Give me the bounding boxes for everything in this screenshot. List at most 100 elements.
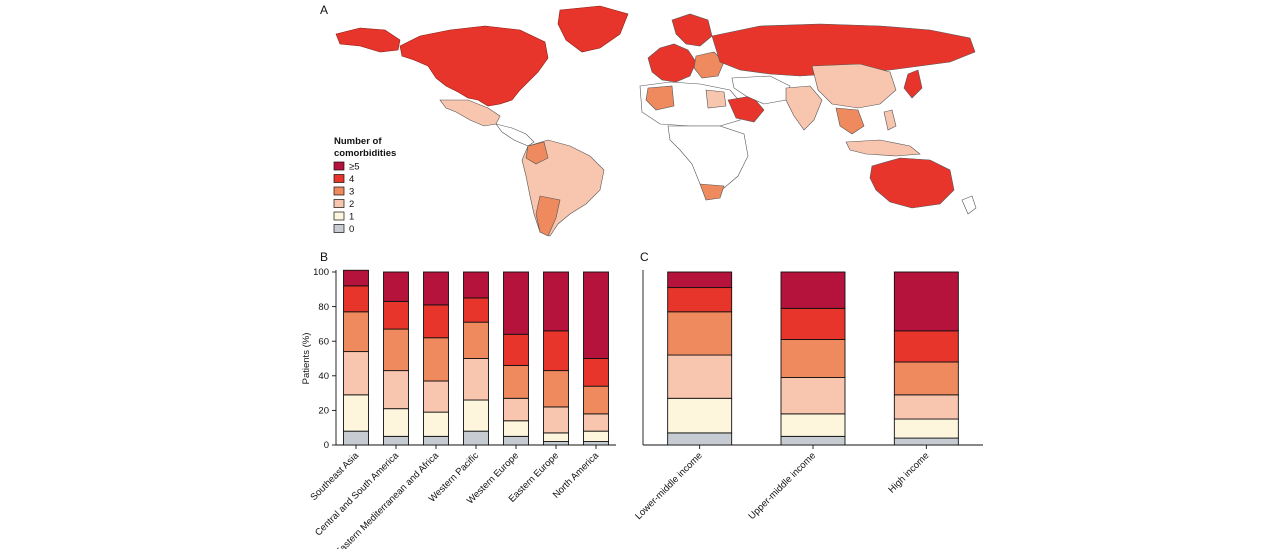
bar-segment (583, 385, 609, 415)
bar-segment (383, 328, 409, 372)
bar-segment (893, 271, 959, 332)
bar-segment (503, 435, 529, 446)
category-label: Upper-middle income (746, 450, 818, 522)
bar-segment (503, 420, 529, 437)
bar-segment (583, 430, 609, 442)
legend: Number of comorbidities ≥54 32 10 (333, 136, 396, 235)
map-middle-east (731, 75, 791, 105)
map-scandinavia (671, 13, 713, 47)
legend-title-line2: comorbidities (334, 148, 396, 159)
bar-segment (543, 330, 569, 372)
bar-segment (383, 300, 409, 330)
legend-label-2: 3 (349, 187, 354, 198)
bar-segment (343, 311, 369, 353)
map-sub-saharan-africa (667, 125, 749, 195)
bar-segment (463, 297, 489, 323)
map-china (811, 63, 897, 109)
legend-label-5: 0 (349, 224, 354, 235)
bar-segment (423, 380, 449, 413)
bar-segment (780, 307, 846, 340)
bar-segment (383, 370, 409, 410)
bar-segment (343, 351, 369, 396)
map-mexico (439, 99, 501, 127)
bar-segment (667, 311, 733, 356)
category-label: High income (886, 450, 931, 495)
y-tick-label: 60 (318, 336, 329, 347)
y-tick-label: 80 (318, 302, 329, 313)
map-north-america (399, 25, 549, 107)
bar-segment (780, 413, 846, 437)
bar-segment (343, 269, 369, 287)
bar-segment (423, 337, 449, 382)
bar-segment (463, 358, 489, 401)
y-tick-label: 0 (324, 440, 329, 451)
map-colombia (525, 141, 549, 165)
bar-segment (383, 408, 409, 437)
bar-segment (667, 397, 733, 434)
map-egypt (705, 89, 727, 109)
bar-segment (583, 358, 609, 387)
bar-segment (667, 271, 733, 289)
map-south-africa (699, 183, 725, 201)
bar-segment (893, 437, 959, 446)
legend-swatch-3 (333, 199, 345, 208)
map-india (785, 85, 823, 131)
legend-label-3: 2 (349, 199, 354, 210)
legend-swatch-2 (333, 186, 345, 196)
chart-c: Lower-middle income Upper-middle income Hi… (633, 270, 983, 522)
bar-segment (780, 339, 846, 378)
bar-segment (543, 432, 569, 442)
panel-label-b: B (320, 250, 328, 264)
bar-segment (583, 441, 609, 446)
bar-segment (543, 271, 569, 332)
legend-label-4: 1 (349, 212, 354, 223)
legend-label-1: 4 (349, 174, 354, 185)
legend-label-0: ≥5 (349, 162, 360, 173)
y-axis-title: Patients (%) (301, 333, 312, 385)
map-russia (711, 23, 976, 77)
bar-segment (543, 370, 569, 408)
legend-swatch-0 (333, 161, 345, 171)
map-eastern-europe (693, 51, 725, 79)
bar-segment (503, 333, 529, 366)
bar-segment (383, 271, 409, 302)
bar-segment (667, 287, 733, 313)
bar-segment (893, 361, 959, 396)
bar-segment (583, 271, 609, 359)
bar-segment (463, 271, 489, 299)
legend-swatch-4 (333, 211, 345, 221)
bar-segment (780, 377, 846, 415)
bar-segment (503, 397, 529, 422)
bar-segment (503, 271, 529, 335)
bar-segment (383, 435, 409, 446)
bar-segment (343, 285, 369, 313)
map-indonesia (845, 139, 921, 157)
map-alaska (335, 27, 401, 53)
bar-segment (463, 321, 489, 359)
bar-segment (423, 411, 449, 437)
bar-segment (780, 435, 846, 446)
map-new-zealand (961, 195, 977, 215)
bar-segment (667, 432, 733, 446)
bar-segment (543, 441, 569, 446)
bar-segment (423, 304, 449, 339)
map-southeast-asia (835, 107, 865, 135)
y-tick-label: 40 (318, 371, 329, 382)
category-label: Lower-middle income (633, 450, 705, 522)
bar-segment (893, 394, 959, 420)
legend-title-line1: Number of (334, 136, 382, 147)
legend-swatch-1 (333, 174, 345, 183)
bar-segment (893, 418, 959, 439)
bar-segment (463, 430, 489, 446)
map-australia (869, 157, 955, 209)
bar-segment (893, 330, 959, 363)
map-morocco-algeria (645, 85, 675, 111)
map-greenland (557, 5, 629, 53)
bar-segment (343, 430, 369, 446)
bar-segment (463, 399, 489, 432)
map-japan (903, 69, 923, 99)
legend-swatch-5 (333, 224, 345, 233)
panel-label-a: A (320, 3, 328, 17)
